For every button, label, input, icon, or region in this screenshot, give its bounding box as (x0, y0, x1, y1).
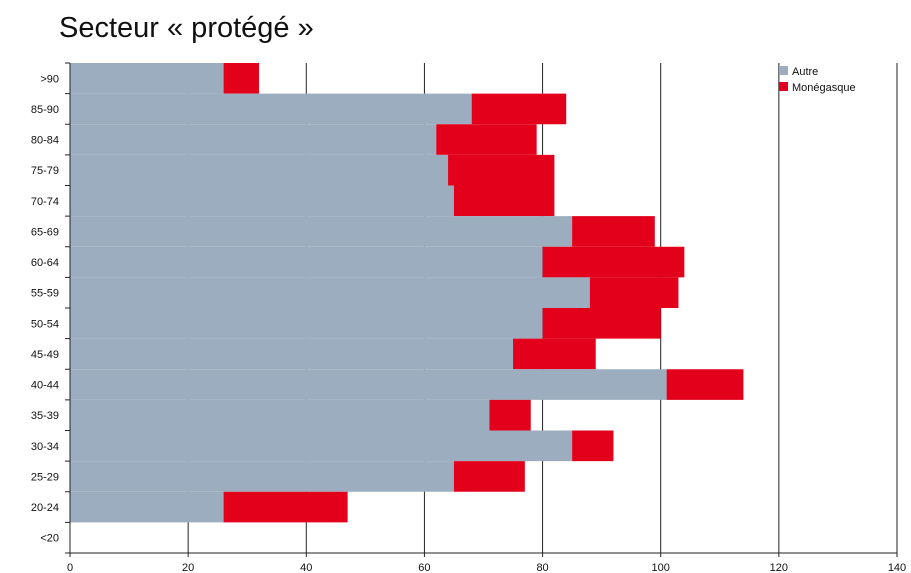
x-tick-label: 60 (418, 562, 430, 573)
bar-autre-14 (70, 491, 224, 523)
y-tick-label: 60-64 (31, 257, 59, 269)
bar-autre-1 (70, 93, 472, 125)
y-tick-label: 20-24 (31, 502, 59, 514)
y-tick-labels: >90 85-90 80-84 75-79 70-74 65-69 60-64 55-59 50… (31, 73, 59, 544)
bar-autre-11 (70, 399, 490, 431)
y-tick-label: 35-39 (31, 410, 59, 422)
y-tick-label: 80-84 (31, 135, 59, 147)
bar-mongasque-12 (572, 430, 614, 462)
chart-title: Secteur « protégé » (59, 12, 314, 44)
bar-autre-5 (70, 216, 573, 247)
x-tick-label: 0 (67, 562, 73, 573)
legend-label: Monégasque (792, 82, 856, 94)
bar-mongasque-11 (489, 399, 531, 431)
bar-mongasque-1 (471, 93, 567, 125)
bar-mongasque-3 (448, 154, 555, 186)
bar-autre-6 (70, 246, 543, 278)
legend-swatch (779, 82, 788, 91)
bar-mongasque-10 (666, 369, 744, 400)
legend-swatch (779, 66, 788, 75)
y-tick-label: 40-44 (31, 380, 59, 392)
bar-mongasque-9 (513, 338, 596, 370)
y-tick-label: 85-90 (31, 104, 59, 116)
bar-mongasque-0 (223, 63, 260, 94)
y-tick-label: 65-69 (31, 226, 59, 238)
x-tick-label: 140 (888, 562, 906, 573)
bar-autre-12 (70, 430, 573, 462)
bar-autre-13 (70, 461, 454, 492)
x-tick-label: 40 (300, 562, 312, 573)
bar-mongasque-2 (436, 124, 537, 155)
bar-mongasque-6 (542, 246, 685, 278)
y-tick-label: 75-79 (31, 165, 59, 177)
y-tick-label: 55-59 (31, 288, 59, 300)
y-tick-label: 50-54 (31, 318, 59, 330)
bar-autre-4 (70, 185, 454, 217)
legend-label: Autre (792, 66, 818, 78)
bar-mongasque-14 (223, 491, 348, 523)
bar-autre-9 (70, 338, 514, 370)
x-tick-label: 100 (652, 562, 670, 573)
bar-autre-10 (70, 369, 667, 400)
bar-autre-0 (70, 63, 224, 94)
y-tick-label: 30-34 (31, 441, 59, 453)
legend: Autre Monégasque (779, 66, 856, 94)
y-tick-label: 45-49 (31, 349, 59, 361)
bar-mongasque-8 (542, 308, 661, 339)
bars (70, 63, 744, 523)
y-tick-label: 25-29 (31, 471, 59, 483)
bar-autre-8 (70, 308, 543, 339)
bar-mongasque-13 (453, 461, 525, 492)
bar-autre-3 (70, 154, 449, 186)
x-tick-label: 20 (182, 562, 194, 573)
x-tick-labels: 0 20 40 60 80 100 120 140 (67, 562, 906, 573)
x-tick-label: 120 (770, 562, 788, 573)
bar-autre-2 (70, 124, 437, 155)
bar-mongasque-4 (453, 185, 555, 217)
x-tick-label: 80 (536, 562, 548, 573)
bar-autre-7 (70, 277, 590, 308)
bar-mongasque-5 (572, 216, 655, 247)
y-tick-label: >90 (40, 73, 59, 85)
axes (65, 62, 898, 557)
y-tick-label: 70-74 (31, 196, 59, 208)
bar-mongasque-7 (589, 277, 679, 308)
y-tick-label: <20 (40, 533, 59, 545)
